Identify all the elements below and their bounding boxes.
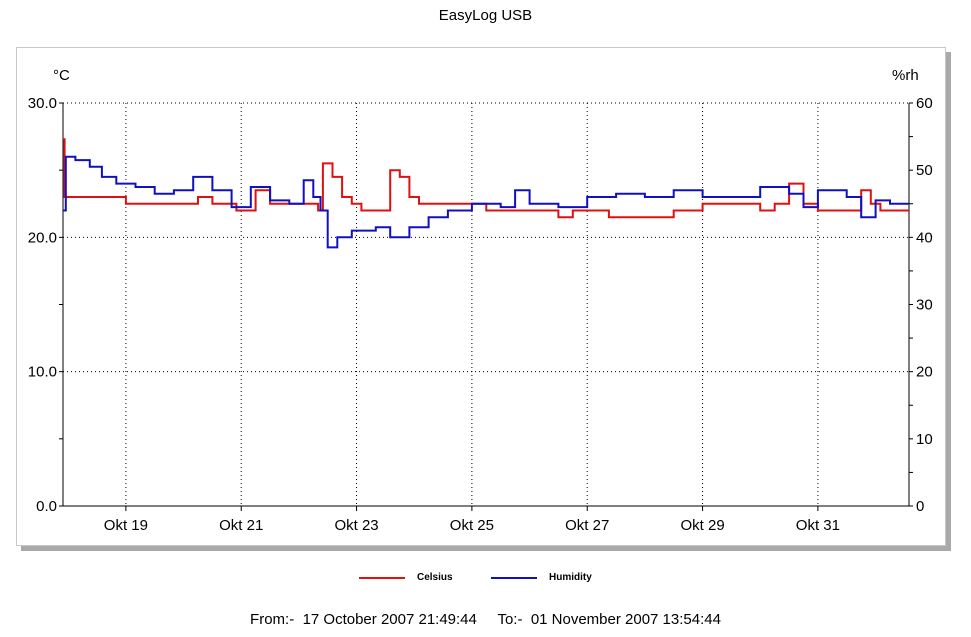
y-left-tick-label-0: 0.0 — [36, 498, 57, 515]
date-range-footer: From:- 17 October 2007 21:49:44 To:- 01 … — [0, 611, 971, 628]
y-right-axis-label: %rh — [892, 67, 919, 84]
y-left-axis-label: °C — [53, 67, 70, 84]
x-tick-label-4: Okt 27 — [565, 517, 609, 534]
x-tick-label-0: Okt 19 — [104, 517, 148, 534]
series-line-humidity — [63, 155, 909, 249]
y-left-tick-label-1: 10.0 — [28, 364, 57, 381]
y-right-tick-label-6: 60 — [916, 95, 933, 112]
x-tick-label-3: Okt 25 — [450, 517, 494, 534]
y-right-tick-label-5: 50 — [916, 162, 933, 179]
x-tick-label-1: Okt 21 — [219, 517, 263, 534]
to-value: 01 November 2007 13:54:44 — [530, 611, 721, 628]
y-right-tick-label-4: 40 — [916, 229, 933, 246]
legend-swatch-celsius — [359, 576, 405, 579]
series-line-celsius — [63, 138, 909, 219]
legend-label-humidity: Humidity — [549, 572, 592, 583]
legend-item-celsius: Celsius — [359, 572, 453, 583]
y-left-tick-label-3: 30.0 — [28, 95, 57, 112]
x-tick-label-6: Okt 31 — [796, 517, 840, 534]
legend-swatch-humidity — [491, 576, 537, 579]
chart-legend: Celsius Humidity — [0, 572, 971, 588]
from-value: 17 October 2007 21:49:44 — [302, 611, 477, 628]
to-label: To:- — [497, 611, 523, 628]
y-right-tick-label-0: 0 — [916, 498, 924, 515]
chart-frame — [16, 47, 946, 546]
y-right-tick-label-1: 10 — [916, 431, 933, 448]
chart-title: EasyLog USB — [438, 7, 533, 24]
y-right-tick-label-3: 30 — [916, 297, 933, 314]
legend-label-celsius: Celsius — [417, 572, 453, 583]
from-label: From:- — [250, 611, 295, 628]
x-tick-label-2: Okt 23 — [334, 517, 378, 534]
y-right-tick-label-2: 20 — [916, 364, 933, 381]
y-left-tick-label-2: 20.0 — [28, 229, 57, 246]
legend-item-humidity: Humidity — [491, 572, 592, 583]
x-tick-label-5: Okt 29 — [680, 517, 724, 534]
